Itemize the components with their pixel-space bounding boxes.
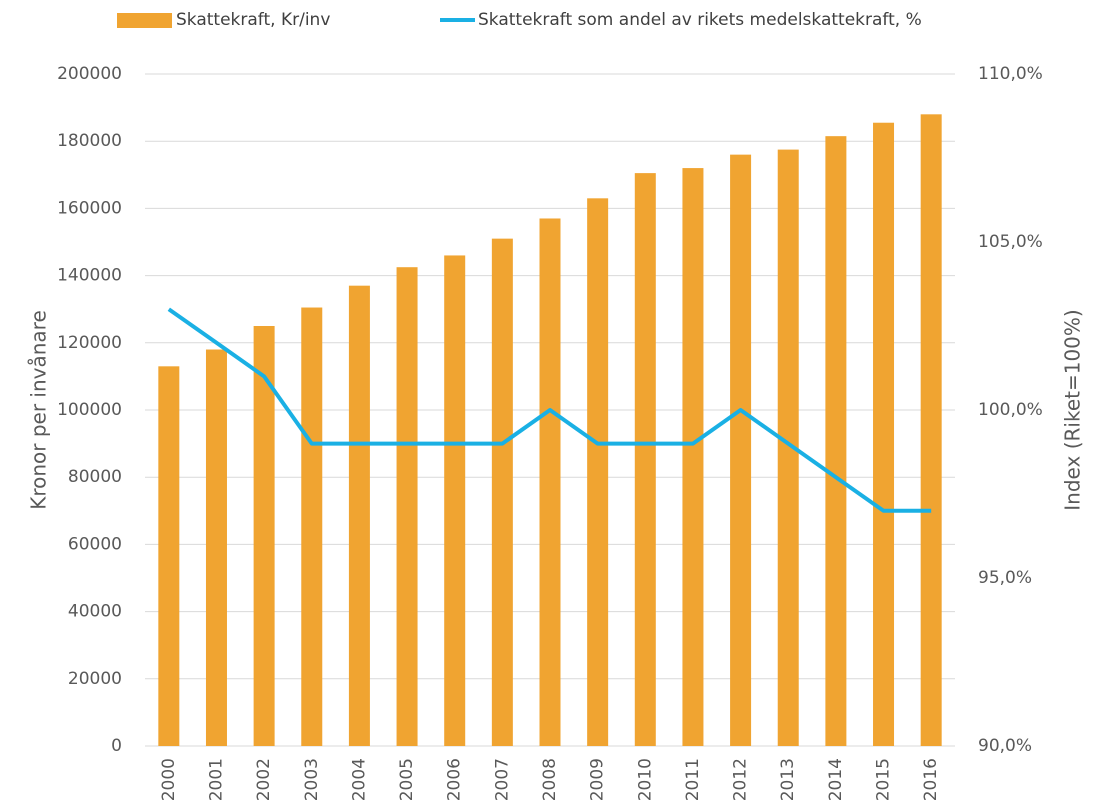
y-tick-label: 0 xyxy=(111,736,122,756)
bar xyxy=(253,326,275,746)
y-tick-label: 100000 xyxy=(57,400,122,420)
x-tick-label: 2002 xyxy=(254,758,274,801)
x-tick-label: 2009 xyxy=(588,758,608,801)
y-tick-label: 120000 xyxy=(57,333,122,353)
y-tick-label: 20000 xyxy=(68,669,122,689)
x-tick-label: 2015 xyxy=(874,758,894,801)
bar xyxy=(158,366,180,746)
bar xyxy=(301,307,323,746)
line xyxy=(167,307,932,513)
bar xyxy=(205,349,227,746)
y2-tick-label: 105,0% xyxy=(978,232,1043,252)
legend-swatch xyxy=(117,13,172,28)
bar xyxy=(539,218,561,747)
x-tick-label: 2012 xyxy=(731,758,751,801)
legend-label: Skattekraft, Kr/inv xyxy=(176,10,330,30)
x-tick-label: 2006 xyxy=(445,758,465,801)
x-tick-label: 2003 xyxy=(302,758,322,801)
bar xyxy=(634,173,656,746)
bar xyxy=(444,255,466,746)
x-tick-label: 2011 xyxy=(683,758,703,801)
y-tick-label: 40000 xyxy=(68,602,122,622)
y-axis-title: Kronor per invånare xyxy=(27,310,51,510)
y-tick-label: 160000 xyxy=(57,198,122,218)
y-tick-label: 140000 xyxy=(57,266,122,286)
bar xyxy=(730,154,752,746)
bar xyxy=(587,198,609,746)
y2-tick-label: 95,0% xyxy=(978,568,1032,588)
legend-label: Skattekraft som andel av rikets medelska… xyxy=(478,10,922,30)
y2-tick-label: 110,0% xyxy=(978,64,1043,84)
x-tick-label: 2010 xyxy=(635,758,655,801)
x-tick-label: 2013 xyxy=(778,758,798,801)
y2-tick-label: 100,0% xyxy=(978,400,1043,420)
x-tick-label: 2005 xyxy=(397,758,417,801)
x-tick-label: 2014 xyxy=(826,758,846,801)
x-tick-label: 2016 xyxy=(921,758,941,801)
bar xyxy=(682,168,704,746)
x-tick-label: 2007 xyxy=(492,758,512,801)
x-tick-label: 2004 xyxy=(349,758,369,801)
y-tick-label: 60000 xyxy=(68,534,122,554)
bar xyxy=(396,267,418,746)
y2-axis-title: Index (Riket=100%) xyxy=(1061,309,1085,510)
bar xyxy=(920,114,942,746)
bar xyxy=(777,149,799,747)
x-tick-label: 2000 xyxy=(159,758,179,801)
y2-tick-label: 90,0% xyxy=(978,736,1032,756)
y-tick-label: 80000 xyxy=(68,467,122,487)
bar xyxy=(348,285,370,746)
x-tick-label: 2001 xyxy=(206,758,226,801)
bar xyxy=(825,136,847,746)
x-tick-label: 2008 xyxy=(540,758,560,801)
y-tick-label: 200000 xyxy=(57,64,122,84)
bar xyxy=(873,122,895,747)
bar xyxy=(491,238,513,746)
y-tick-label: 180000 xyxy=(57,131,122,151)
